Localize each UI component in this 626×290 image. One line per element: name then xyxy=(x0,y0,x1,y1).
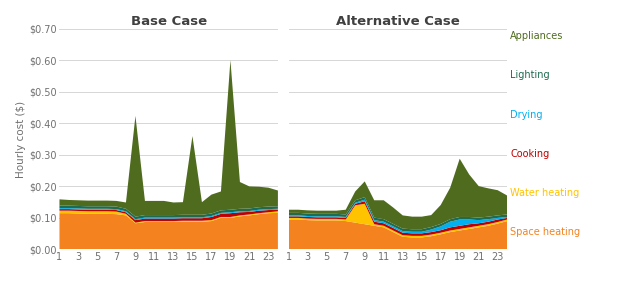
Title: Base Case: Base Case xyxy=(131,15,207,28)
Text: Cooking: Cooking xyxy=(510,149,550,159)
Text: Drying: Drying xyxy=(510,110,543,119)
Text: Lighting: Lighting xyxy=(510,70,550,80)
Title: Alternative Case: Alternative Case xyxy=(336,15,460,28)
Y-axis label: Hourly cost ($): Hourly cost ($) xyxy=(16,101,26,178)
Text: Appliances: Appliances xyxy=(510,31,563,41)
Text: Water heating: Water heating xyxy=(510,188,580,198)
Text: Space heating: Space heating xyxy=(510,227,580,237)
